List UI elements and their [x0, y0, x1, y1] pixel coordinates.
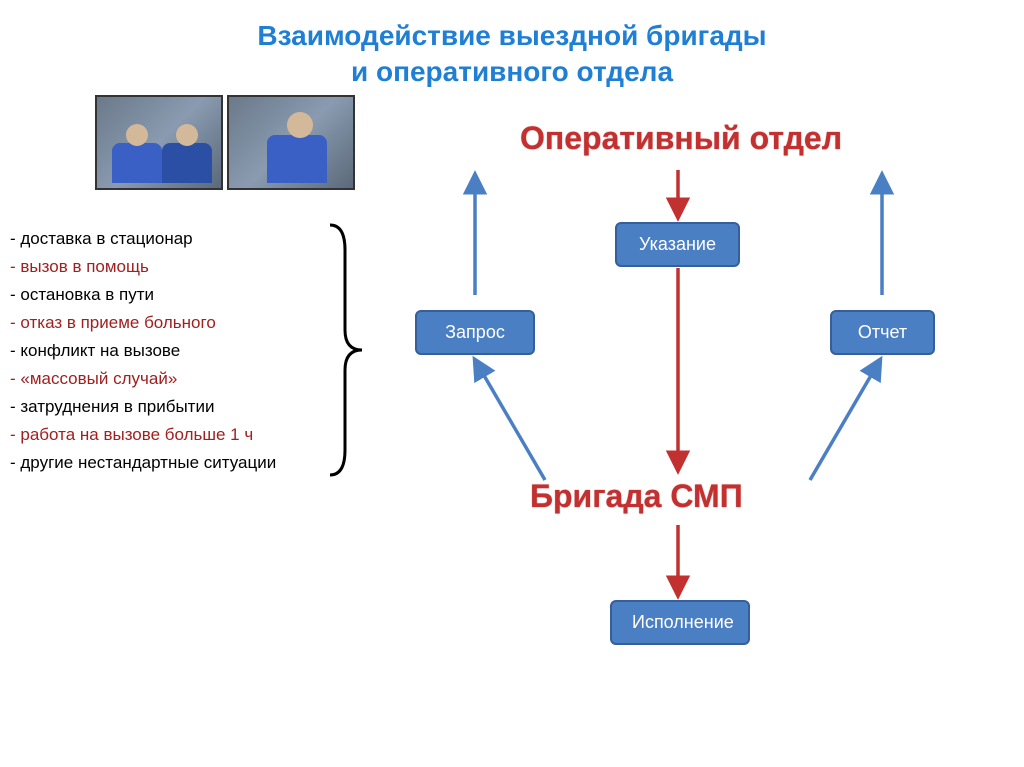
- list-item: - остановка в пути: [10, 281, 276, 309]
- brace-icon: [320, 220, 370, 480]
- box-execution: Исполнение: [610, 600, 750, 645]
- bottom-entity-label: Бригада СМП: [530, 478, 743, 515]
- title-line-1: Взаимодействие выездной бригады: [257, 20, 766, 51]
- box-request: Запрос: [415, 310, 535, 355]
- arrow: [810, 360, 880, 480]
- list-item: - доставка в стационар: [10, 225, 276, 253]
- top-entity-label: Оперативный отдел: [520, 120, 842, 157]
- photo-1: [95, 95, 223, 190]
- title-line-2: и оперативного отдела: [351, 56, 673, 87]
- list-item: - отказ в приеме больного: [10, 309, 276, 337]
- list-item: - затруднения в прибытии: [10, 393, 276, 421]
- list-item: - конфликт на вызове: [10, 337, 276, 365]
- list-item: - работа на вызове больше 1 ч: [10, 421, 276, 449]
- situation-list: - доставка в стационар- вызов в помощь- …: [10, 225, 276, 477]
- list-item: - «массовый случай»: [10, 365, 276, 393]
- box-report: Отчет: [830, 310, 935, 355]
- list-item: - другие нестандартные ситуации: [10, 449, 276, 477]
- slide-title: Взаимодействие выездной бригады и операт…: [0, 0, 1024, 91]
- box-instruction: Указание: [615, 222, 740, 267]
- photo-2: [227, 95, 355, 190]
- arrow: [475, 360, 545, 480]
- photo-row: [95, 95, 355, 190]
- list-item: - вызов в помощь: [10, 253, 276, 281]
